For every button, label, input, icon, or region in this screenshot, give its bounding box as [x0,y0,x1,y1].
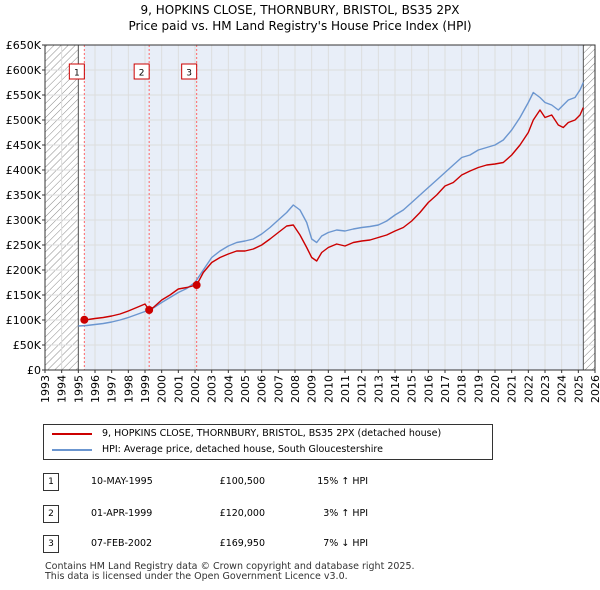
x-tick-label: 2022 [522,375,535,403]
transaction-marker-box [133,63,150,80]
x-tick-label: 2017 [439,375,452,403]
transaction-marker-box [181,63,198,80]
series-line-hpi [78,82,584,327]
x-tick-label: 2020 [489,375,502,403]
x-tick-label: 2003 [206,375,219,403]
chart-title-line2: Price paid vs. HM Land Registry's House … [128,19,472,33]
transaction-price: £169,950 [219,538,265,549]
transaction-price: £120,000 [219,508,265,519]
x-tick-label: 2001 [172,375,185,403]
x-tick-label: 2006 [256,375,269,403]
transaction-point [80,315,89,324]
y-tick-label: £550K [6,89,42,102]
y-tick-label: £450K [6,139,42,152]
transaction-marker-box [68,63,85,80]
owned-period-shade [84,45,584,370]
x-tick-label: 1998 [122,375,135,403]
x-tick-label: 2000 [156,375,169,403]
footer-licence: This data is licensed under the Open Gov… [45,571,348,582]
y-tick-label: £50K [13,339,42,352]
x-tick-label: 1996 [89,375,102,403]
x-tick-label: 2009 [306,375,319,403]
x-tick-label: 2018 [456,375,469,403]
chart-legend: 9, HOPKINS CLOSE, THORNBURY, BRISTOL, BS… [43,424,493,460]
y-tick-label: £250K [6,239,42,252]
transaction-number: 2 [43,505,59,523]
transaction-price: £100,500 [219,476,265,487]
x-tick-label: 2008 [289,375,302,403]
transaction-marker-label: 2 [139,69,145,79]
x-tick-label: 2007 [272,375,285,403]
legend-label-property: 9, HOPKINS CLOSE, THORNBURY, BRISTOL, BS… [102,428,442,439]
transaction-date: 07-FEB-2002 [91,538,153,549]
x-tick-label: 2013 [372,375,385,403]
x-tick-label: 2012 [356,375,369,403]
y-tick-label: £300K [6,214,42,227]
chart-title-line1: 9, HOPKINS CLOSE, THORNBURY, BRISTOL, BS… [140,3,460,17]
x-tick-label: 2021 [506,375,519,403]
footer-copyright: Contains HM Land Registry data © Crown c… [45,561,415,572]
transaction-number: 1 [43,473,59,491]
x-tick-label: 1993 [39,375,52,403]
x-tick-label: 2005 [239,375,252,403]
legend-label-hpi: HPI: Average price, detached house, Sout… [102,444,383,455]
y-tick-label: £350K [6,189,42,202]
transaction-hpi-diff: 7% ↓ HPI [323,538,368,549]
y-tick-label: £600K [6,64,42,77]
x-tick-label: 2004 [222,375,235,403]
transaction-hpi-diff: 3% ↑ HPI [323,508,368,519]
x-tick-label: 2011 [339,375,352,403]
x-tick-label: 2014 [389,375,402,403]
y-tick-label: £0 [27,364,41,377]
y-tick-label: £150K [6,289,42,302]
series-line-property [84,107,584,321]
transaction-date: 01-APR-1999 [91,508,153,519]
x-tick-label: 2015 [406,375,419,403]
y-tick-label: £650K [6,39,42,52]
x-tick-label: 2024 [556,375,569,403]
x-tick-label: 1997 [106,375,119,403]
table-row: 2 01-APR-1999 £120,000 3% ↑ HPI [43,504,543,524]
transaction-number: 3 [43,535,59,553]
transaction-marker-label: 1 [74,69,80,79]
x-tick-label: 2026 [589,375,600,403]
table-row: 1 10-MAY-1995 £100,500 15% ↑ HPI [43,472,543,492]
transaction-date: 10-MAY-1995 [91,476,153,487]
transaction-point [192,281,201,290]
transaction-hpi-diff: 15% ↑ HPI [317,476,368,487]
x-tick-label: 2023 [539,375,552,403]
legend-swatch-hpi [52,449,92,451]
transaction-marker-label: 3 [186,69,192,79]
y-tick-label: £100K [6,314,42,327]
x-tick-label: 2002 [189,375,202,403]
plot-frame [44,44,596,371]
legend-swatch-property [52,433,92,435]
y-tick-label: £400K [6,164,42,177]
x-tick-label: 1995 [72,375,85,403]
transaction-point [145,306,154,314]
y-tick-label: £200K [6,264,42,277]
y-tick-label: £500K [6,114,42,127]
price-chart: 1 2 3 £0 £50K £100K £150K £200K £250K £300K £350K £… [6,39,600,403]
x-tick-label: 2010 [322,375,335,403]
x-tick-label: 2019 [472,375,485,403]
x-tick-label: 1999 [139,375,152,403]
x-tick-label: 1994 [56,375,69,403]
x-tick-label: 2016 [422,375,435,403]
no-data-hatch-right [583,45,595,370]
table-row: 3 07-FEB-2002 £169,950 7% ↓ HPI [43,534,543,554]
x-tick-label: 2025 [572,375,585,403]
